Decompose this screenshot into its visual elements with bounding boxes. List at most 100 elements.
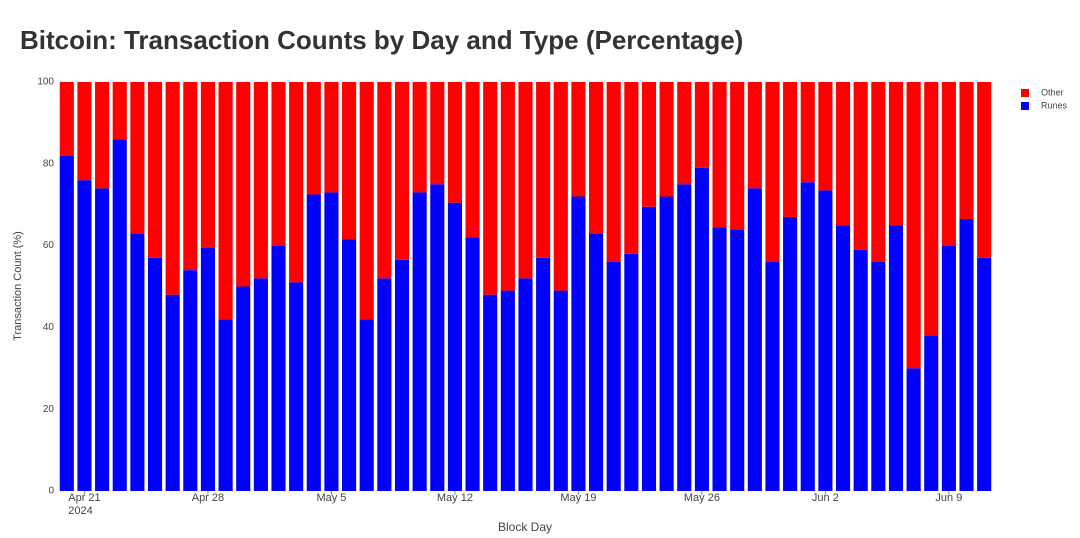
bar-segment bbox=[888, 82, 904, 226]
bar-segment bbox=[924, 82, 939, 336]
bar-segment bbox=[130, 233, 145, 491]
bar-segment bbox=[200, 82, 216, 248]
x-tick-label: May 26 bbox=[683, 492, 720, 504]
x-tick-label: May 5 bbox=[316, 492, 347, 504]
y-axis-label: Transaction Count (%) bbox=[12, 231, 24, 341]
bar-segment bbox=[800, 182, 815, 491]
bar-segment bbox=[941, 82, 956, 246]
bar-segment bbox=[853, 82, 868, 250]
bar-segment bbox=[77, 180, 92, 491]
bar-segment bbox=[765, 261, 780, 491]
bar-segment bbox=[183, 270, 198, 491]
bar-segment bbox=[571, 82, 586, 197]
y-tick-label: 40 bbox=[43, 322, 55, 333]
bar-segment bbox=[95, 82, 110, 189]
bar-segment bbox=[606, 261, 621, 491]
bar-segment bbox=[77, 82, 92, 181]
bar-segment bbox=[677, 82, 692, 185]
bar-segment bbox=[730, 82, 745, 230]
bar-segment bbox=[589, 233, 604, 491]
bar-segment bbox=[447, 82, 462, 203]
legend-label: Runes bbox=[1041, 100, 1068, 110]
bar-segment bbox=[147, 257, 163, 491]
bar-segment bbox=[394, 259, 410, 491]
bar-segment bbox=[641, 206, 657, 491]
y-tick-label: 80 bbox=[43, 158, 55, 169]
bar-segment bbox=[59, 155, 74, 491]
bar-segment bbox=[589, 82, 604, 234]
bar-segment bbox=[342, 82, 357, 240]
bar-segment bbox=[871, 261, 886, 491]
bar-segment bbox=[818, 82, 833, 191]
bar-segment bbox=[959, 82, 974, 220]
bar-segment bbox=[730, 229, 745, 492]
y-tick-label: 60 bbox=[43, 240, 55, 251]
y-tick-label: 100 bbox=[37, 77, 54, 88]
bar-segment bbox=[800, 82, 815, 183]
bar-segment bbox=[95, 188, 110, 491]
bar-segment bbox=[218, 82, 233, 320]
bar-segment bbox=[271, 82, 286, 246]
bar-segment bbox=[888, 225, 904, 491]
bar-segment bbox=[112, 139, 127, 491]
bar-segment bbox=[412, 82, 427, 193]
bar-segment bbox=[712, 227, 727, 491]
x-tick-label: Jun 2 bbox=[811, 492, 839, 504]
bar-segment bbox=[394, 82, 410, 260]
bar-segment bbox=[694, 167, 709, 491]
bar-segment bbox=[465, 237, 480, 491]
bar-segment bbox=[977, 257, 992, 491]
bar-segment bbox=[324, 82, 339, 193]
bar-segment bbox=[624, 82, 639, 254]
bar-segment bbox=[659, 82, 674, 197]
bar-segment bbox=[359, 319, 374, 491]
x-tick-label: Apr 21 2024 bbox=[68, 492, 101, 517]
bar-segment bbox=[783, 216, 798, 491]
bar-segment bbox=[236, 82, 251, 287]
bar-segment bbox=[818, 190, 833, 491]
x-tick-label: Jun 9 bbox=[935, 492, 963, 504]
bar-segment bbox=[183, 82, 198, 271]
bar-segment bbox=[306, 194, 321, 491]
bar-segment bbox=[377, 278, 392, 491]
bar-segment bbox=[165, 294, 180, 491]
bar-segment bbox=[465, 82, 480, 238]
bar-segment bbox=[253, 278, 268, 491]
bar-segment bbox=[324, 192, 339, 491]
bar-segment bbox=[483, 82, 498, 295]
bar-segment bbox=[483, 294, 498, 491]
bar-segment bbox=[518, 82, 533, 279]
bar-segment bbox=[200, 247, 216, 491]
bar-segment bbox=[430, 184, 445, 491]
bar-segment bbox=[977, 82, 992, 258]
bar-segment bbox=[853, 249, 868, 491]
bar-segment bbox=[835, 225, 851, 491]
x-tick-label: May 19 bbox=[560, 492, 597, 504]
bar-segment bbox=[518, 278, 533, 491]
bar-segment bbox=[289, 82, 304, 283]
bar-segment bbox=[500, 82, 515, 291]
bar-segment bbox=[342, 239, 357, 491]
x-tick-label: Apr 28 bbox=[191, 492, 225, 504]
bar-segment bbox=[536, 257, 551, 491]
chart-title: Bitcoin: Transaction Counts by Day and T… bbox=[20, 25, 743, 55]
bar-segment bbox=[289, 282, 304, 491]
bar-segment bbox=[906, 368, 921, 491]
bar-segment bbox=[924, 335, 939, 491]
bar-segment bbox=[906, 82, 921, 369]
bar-segment bbox=[835, 82, 851, 226]
bar-segment bbox=[553, 290, 568, 491]
bar-segment bbox=[218, 319, 233, 491]
bar-segment bbox=[712, 82, 727, 228]
bar-segment bbox=[659, 196, 674, 491]
bar-segment bbox=[747, 82, 762, 189]
bar-segment bbox=[430, 82, 445, 185]
bar-segment bbox=[553, 82, 568, 291]
bar-segment bbox=[783, 82, 798, 217]
bar-segment bbox=[359, 82, 374, 320]
legend-label: Other bbox=[1041, 87, 1064, 97]
bar-segment bbox=[253, 82, 268, 279]
bar-segment bbox=[941, 245, 956, 491]
